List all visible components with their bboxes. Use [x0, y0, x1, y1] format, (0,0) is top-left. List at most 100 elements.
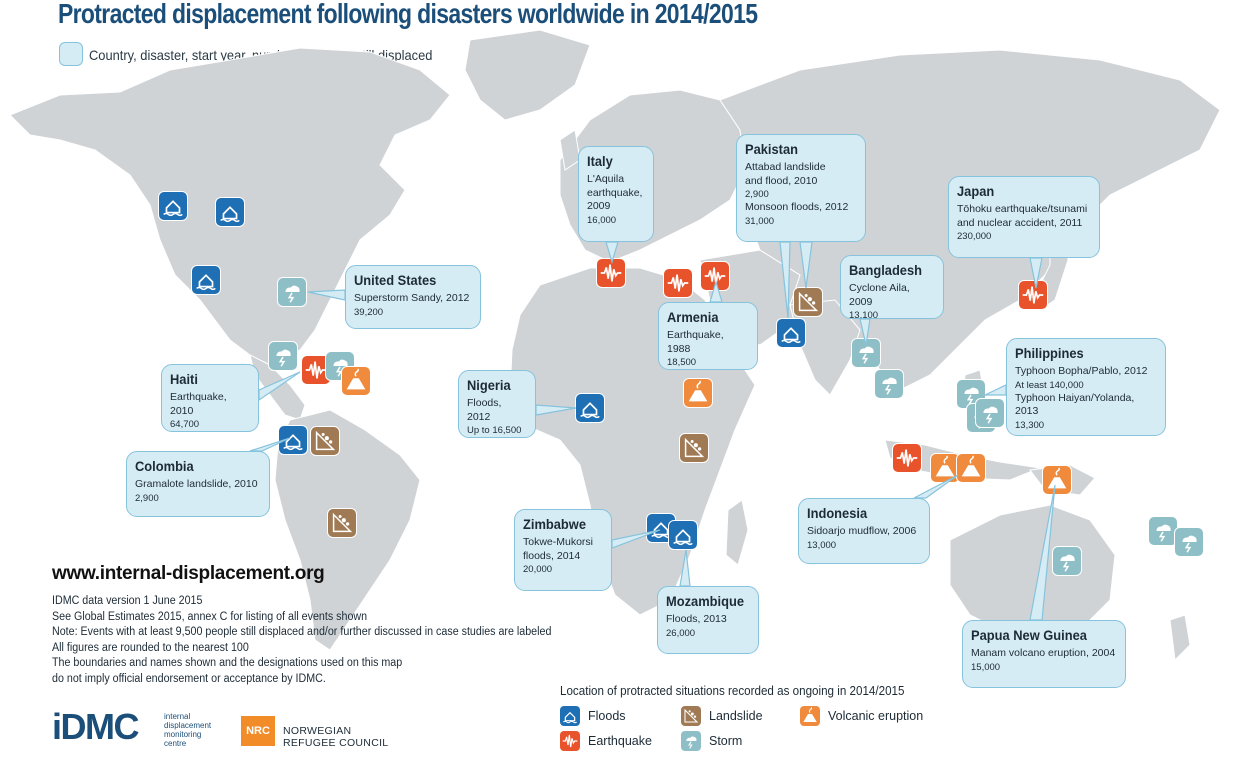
callout-armenia: Armenia Earthquake, 1988 18,500 [658, 302, 758, 370]
volcanic-hazard-icon [956, 453, 986, 483]
note-line: All figures are rounded to the nearest 1… [52, 641, 249, 654]
note-line: See Global Estimates 2015, annex C for l… [52, 610, 368, 623]
flood-hazard-icon [158, 191, 188, 221]
idmc-logo-subtitle: internal displacement monitoring centre [164, 712, 212, 748]
callout-number: 15,000 [971, 661, 1001, 673]
note-line: The boundaries and names shown and the d… [52, 657, 403, 669]
earthquake-hazard-icon [1018, 280, 1048, 310]
callout-papua-new-guinea: Papua New Guinea Manam volcano eruption,… [962, 620, 1126, 688]
callout-number: 230,000 [957, 231, 992, 242]
callout-country: Armenia [667, 309, 719, 325]
callout-number: 2,900 [135, 492, 159, 504]
callout-colombia: Colombia Gramalote landslide, 2010 2,900 [126, 451, 270, 517]
storm-hazard-icon [851, 338, 881, 368]
callout-number: 20,000 [523, 564, 553, 575]
callout-country: Italy [587, 153, 613, 169]
nrc-logo-text: NORWEGIAN REFUGEE COUNCIL [283, 725, 389, 749]
earthquake-hazard-icon [663, 268, 693, 298]
landslide-hazard-icon [793, 287, 823, 317]
callout-event: Earthquake, 1988 [667, 329, 724, 355]
flood-hazard-icon [191, 265, 221, 295]
earthquake-hazard-icon [892, 443, 922, 473]
callout-event-2: Monsoon floods, 2012 [745, 201, 849, 213]
callout-event: L'Aquila earthquake, 2009 [587, 173, 643, 212]
callout-bangladesh: Bangladesh Cyclone Aila, 2009 13,100 [840, 255, 944, 321]
callout-event: Floods, 2013 [666, 613, 727, 625]
greenland-land [464, 29, 591, 121]
flood-hazard-icon [575, 393, 605, 423]
callout-country: United States [354, 272, 437, 288]
callout-country: Colombia [135, 458, 194, 474]
legend-volcanic-label: Volcanic eruption [828, 709, 924, 723]
callout-united-states: United States Superstorm Sandy, 2012 39,… [345, 265, 481, 329]
callout-number: 2,900 [745, 189, 769, 200]
india-land [789, 299, 861, 396]
callout-country: Bangladesh [849, 262, 923, 278]
callout-number: 39,200 [354, 306, 384, 318]
storm-hazard-icon [874, 369, 904, 399]
flood-hazard-icon [776, 318, 806, 348]
storm-hazard-icon [268, 341, 298, 371]
callout-country: Philippines [1015, 345, 1084, 361]
earthquake-hazard-icon [596, 258, 626, 288]
callout-country: Indonesia [807, 505, 868, 521]
callout-number: 18,500 [667, 357, 697, 368]
legend-landslide-icon [681, 706, 701, 726]
callout-indonesia: Indonesia Sidoarjo mudflow, 2006 13,000 [798, 498, 930, 564]
callout-zimbabwe: Zimbabwe Tokwe-Mukorsi floods, 2014 20,0… [514, 509, 612, 591]
legend-earthquake-icon [560, 731, 580, 751]
map-notes: IDMC data version 1 June 2015 See Global… [52, 594, 589, 687]
storm-hazard-icon [1174, 527, 1204, 557]
callout-italy: Italy L'Aquila earthquake, 2009 16,000 [578, 146, 654, 242]
callout-event: Tōhoku earthquake/tsunami and nuclear ac… [957, 203, 1088, 229]
storm-hazard-icon [277, 277, 307, 307]
callout-number-2: 13,300 [1015, 419, 1045, 431]
callout-pakistan: Pakistan Attabad landslide and flood, 20… [736, 134, 866, 242]
callout-event-2: Typhoon Haiyan/Yolanda, 2013 [1015, 391, 1135, 418]
callout-number: 64,700 [170, 419, 200, 430]
legend-landslide-label: Landslide [709, 709, 763, 723]
callout-number: 13,000 [807, 539, 837, 551]
callout-country: Papua New Guinea [971, 627, 1087, 643]
callout-number-2: 31,000 [745, 215, 775, 227]
callout-philippines: Philippines Typhoon Bopha/Pablo, 2012 At… [1006, 338, 1166, 436]
storm-hazard-icon [1052, 546, 1082, 576]
legend-flood-icon [560, 706, 580, 726]
callout-number: 26,000 [666, 627, 696, 639]
callout-event: Earthquake, 2010 [170, 391, 227, 417]
callout-country: Haiti [170, 371, 198, 387]
landslide-hazard-icon [327, 508, 357, 538]
callout-country: Zimbabwe [523, 516, 586, 532]
callout-event: Tokwe-Mukorsi floods, 2014 [523, 536, 594, 562]
legend-title: Location of protracted situations record… [560, 684, 905, 698]
callout-country: Japan [957, 183, 995, 199]
new-zealand-land [1169, 614, 1191, 662]
callout-event: Attabad landslide and flood, 2010 [745, 161, 826, 187]
callout-mozambique: Mozambique Floods, 2013 26,000 [657, 586, 759, 654]
idmc-logo-word: iDMC [52, 706, 140, 747]
madagascar-land [725, 499, 749, 566]
callout-number: 13,100 [849, 310, 879, 321]
legend-storm-icon [681, 731, 701, 751]
storm-hazard-icon [1148, 516, 1178, 546]
website-url[interactable]: www.internal-displacement.org [52, 563, 325, 584]
callout-country: Pakistan [745, 141, 798, 157]
callout-event: Typhoon Bopha/Pablo, 2012 [1015, 365, 1148, 377]
callout-event: Floods, 2012 [467, 397, 502, 423]
storm-hazard-icon [975, 398, 1005, 428]
note-line: IDMC data version 1 June 2015 [52, 595, 203, 607]
legend-flood-label: Floods [588, 709, 626, 723]
callout-haiti: Haiti Earthquake, 2010 64,700 [161, 364, 259, 432]
landslide-hazard-icon [679, 433, 709, 463]
volcanic-hazard-icon [683, 378, 713, 408]
callout-country: Nigeria [467, 377, 511, 393]
flood-hazard-icon [215, 197, 245, 227]
note-line: Note: Events with at least 9,500 people … [52, 626, 552, 638]
volcanic-hazard-icon [341, 366, 371, 396]
callout-number: 16,000 [587, 214, 617, 226]
callout-event: Gramalote landslide, 2010 [135, 478, 258, 490]
callout-nigeria: Nigeria Floods, 2012 Up to 16,500 [458, 370, 536, 438]
legend-storm-label: Storm [709, 734, 743, 748]
legend-volcanic-icon [800, 706, 820, 726]
earthquake-hazard-icon [700, 261, 730, 291]
